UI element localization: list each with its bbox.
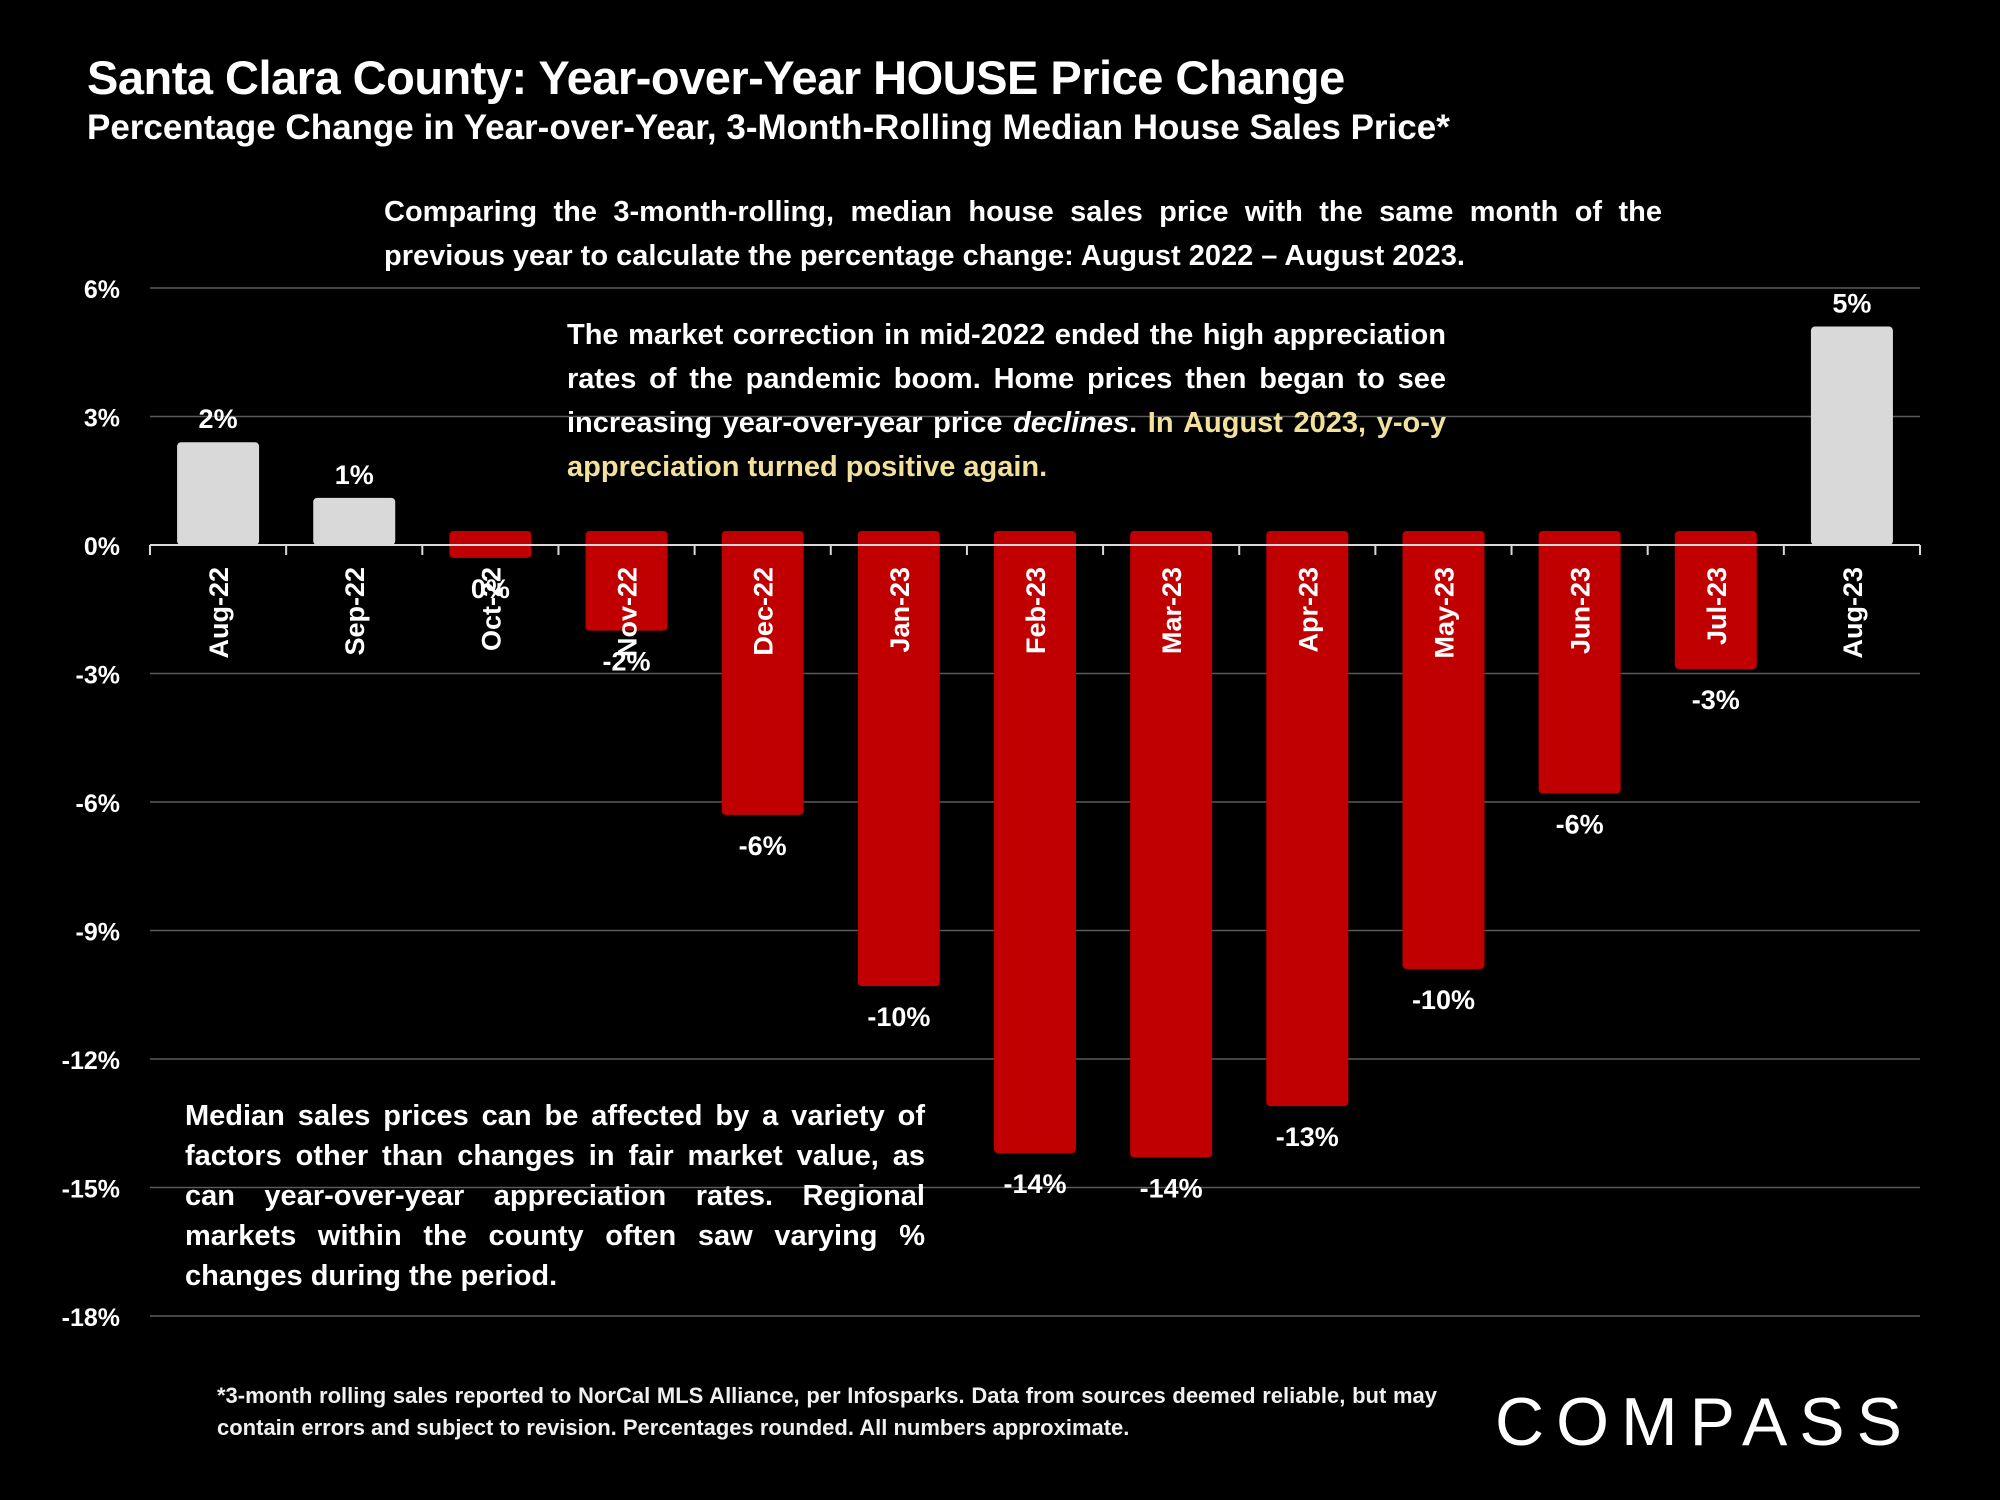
bar-jan-23 bbox=[857, 531, 940, 987]
data-label: 5% bbox=[1832, 289, 1871, 319]
x-axis-labels: Aug-22 Sep-22 Oct-22 Nov-22 Dec-22 Jan-23 Feb-… bbox=[204, 567, 1868, 659]
x-tick-label: Jun-23 bbox=[1566, 567, 1596, 654]
x-tick-label: Oct-22 bbox=[476, 567, 506, 651]
bar-jun-23 bbox=[1538, 531, 1621, 794]
market-note-text: The market correction in mid-2022 ended … bbox=[567, 319, 1446, 439]
y-tick-label: 0% bbox=[84, 533, 120, 561]
data-label: -14% bbox=[1140, 1174, 1203, 1204]
x-tick-label: Dec-22 bbox=[749, 567, 779, 656]
data-label: -10% bbox=[1412, 985, 1475, 1015]
data-label: 0% bbox=[471, 574, 510, 604]
data-label: -6% bbox=[739, 831, 787, 861]
data-labels: 2% 1% 0% -2% -6% -10% -14% -14% -13% -10% -6% -3% 5% bbox=[199, 289, 1872, 1204]
bar-aug-22 bbox=[177, 442, 260, 545]
x-tick-label: Feb-23 bbox=[1021, 567, 1051, 654]
bar-aug-23 bbox=[1810, 326, 1893, 545]
market-note-emphasis: declines bbox=[1013, 407, 1130, 439]
market-note-highlight: In August 2023, y-o-y appreciation turne… bbox=[567, 407, 1446, 483]
data-label: -13% bbox=[1276, 1122, 1339, 1152]
x-tick-label: Sep-22 bbox=[340, 567, 370, 656]
comparison-note: Comparing the 3-month-rolling, median ho… bbox=[384, 196, 1662, 272]
bar-jul-23 bbox=[1674, 531, 1757, 670]
y-tick-label: -12% bbox=[62, 1047, 120, 1075]
bars bbox=[177, 326, 1893, 1158]
bar-nov-22 bbox=[585, 531, 668, 631]
y-tick-label: 3% bbox=[84, 405, 120, 433]
x-tick-label: Jul-23 bbox=[1702, 567, 1732, 645]
y-tick-label: -18% bbox=[62, 1304, 120, 1332]
data-label: -2% bbox=[603, 647, 651, 677]
x-tick-label: Aug-23 bbox=[1838, 567, 1868, 659]
chart-title: Santa Clara County: Year-over-Year HOUSE… bbox=[87, 51, 1345, 104]
median-note: Median sales prices can be affected by a… bbox=[185, 1100, 925, 1292]
bar-may-23 bbox=[1402, 531, 1485, 970]
x-tick-label: May-23 bbox=[1429, 567, 1459, 659]
x-tick-label: Apr-23 bbox=[1293, 567, 1323, 653]
y-tick-label: -15% bbox=[62, 1176, 120, 1204]
data-label: -14% bbox=[1003, 1169, 1066, 1199]
compass-logo: COMPASS bbox=[1495, 1384, 1915, 1460]
bar-sep-22 bbox=[313, 497, 396, 545]
data-label: -6% bbox=[1556, 809, 1604, 839]
data-label: -3% bbox=[1692, 685, 1740, 715]
x-tick-label: Aug-22 bbox=[204, 567, 234, 659]
market-note: The market correction in mid-2022 ended … bbox=[567, 313, 1446, 489]
bar-apr-23 bbox=[1266, 531, 1349, 1107]
market-note-period: . bbox=[1129, 407, 1138, 439]
y-tick-label: -9% bbox=[76, 919, 120, 947]
data-label: -10% bbox=[867, 1002, 930, 1032]
chart-subtitle: Percentage Change in Year-over-Year, 3-M… bbox=[87, 108, 1450, 147]
bar-dec-22 bbox=[721, 531, 804, 815]
footnote: *3-month rolling sales reported to NorCa… bbox=[217, 1383, 1437, 1440]
y-tick-label: -6% bbox=[76, 790, 120, 818]
y-tick-label: 6% bbox=[84, 276, 120, 304]
zero-axis bbox=[149, 544, 1921, 555]
data-label: 1% bbox=[335, 460, 374, 490]
x-tick-label: Jan-23 bbox=[885, 567, 915, 653]
x-tick-label: Mar-23 bbox=[1157, 567, 1187, 654]
bar-mar-23 bbox=[1130, 531, 1213, 1158]
data-label: 2% bbox=[199, 404, 238, 434]
y-tick-label: -3% bbox=[76, 662, 120, 690]
bar-feb-23 bbox=[994, 531, 1076, 1154]
x-tick-label: Nov-22 bbox=[613, 567, 643, 657]
y-axis-ticks: 6% 3% 0% -3% -6% -9% -12% -15% -18% bbox=[62, 276, 120, 1332]
